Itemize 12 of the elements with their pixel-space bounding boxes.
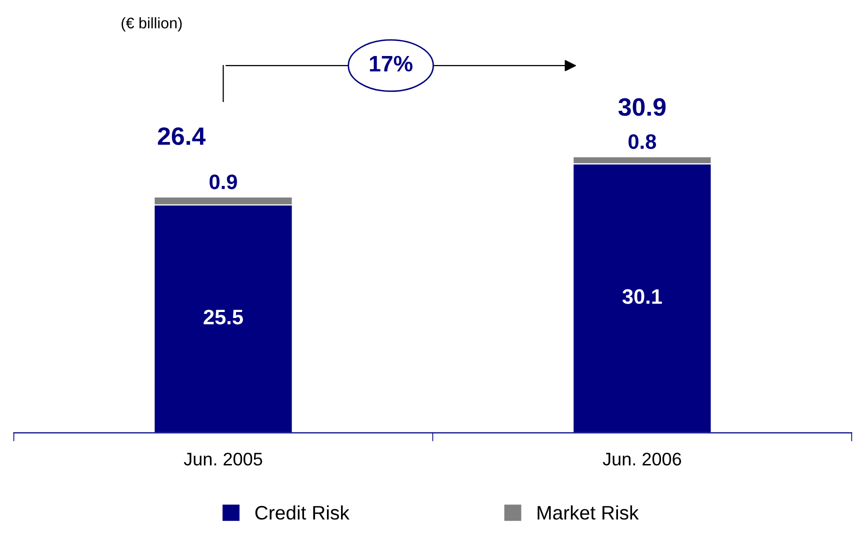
text: 17% <box>370 56 412 72</box>
data-label: 30.1 <box>622 289 662 304</box>
data-label: 0.9 <box>210 174 237 190</box>
data-label: 25.5 <box>204 310 243 324</box>
total-label: 26.4 <box>158 127 206 146</box>
x-tick-label: Jun. 2006 <box>602 452 682 466</box>
legend-label: Market Risk <box>538 505 639 520</box>
legend-label: Credit Risk <box>255 505 350 520</box>
total-label: 30.9 <box>618 98 666 116</box>
data-label: 0.8 <box>628 134 656 150</box>
x-tick-label: Jun. 2005 <box>184 452 262 466</box>
text: (€ billion) <box>122 17 182 32</box>
